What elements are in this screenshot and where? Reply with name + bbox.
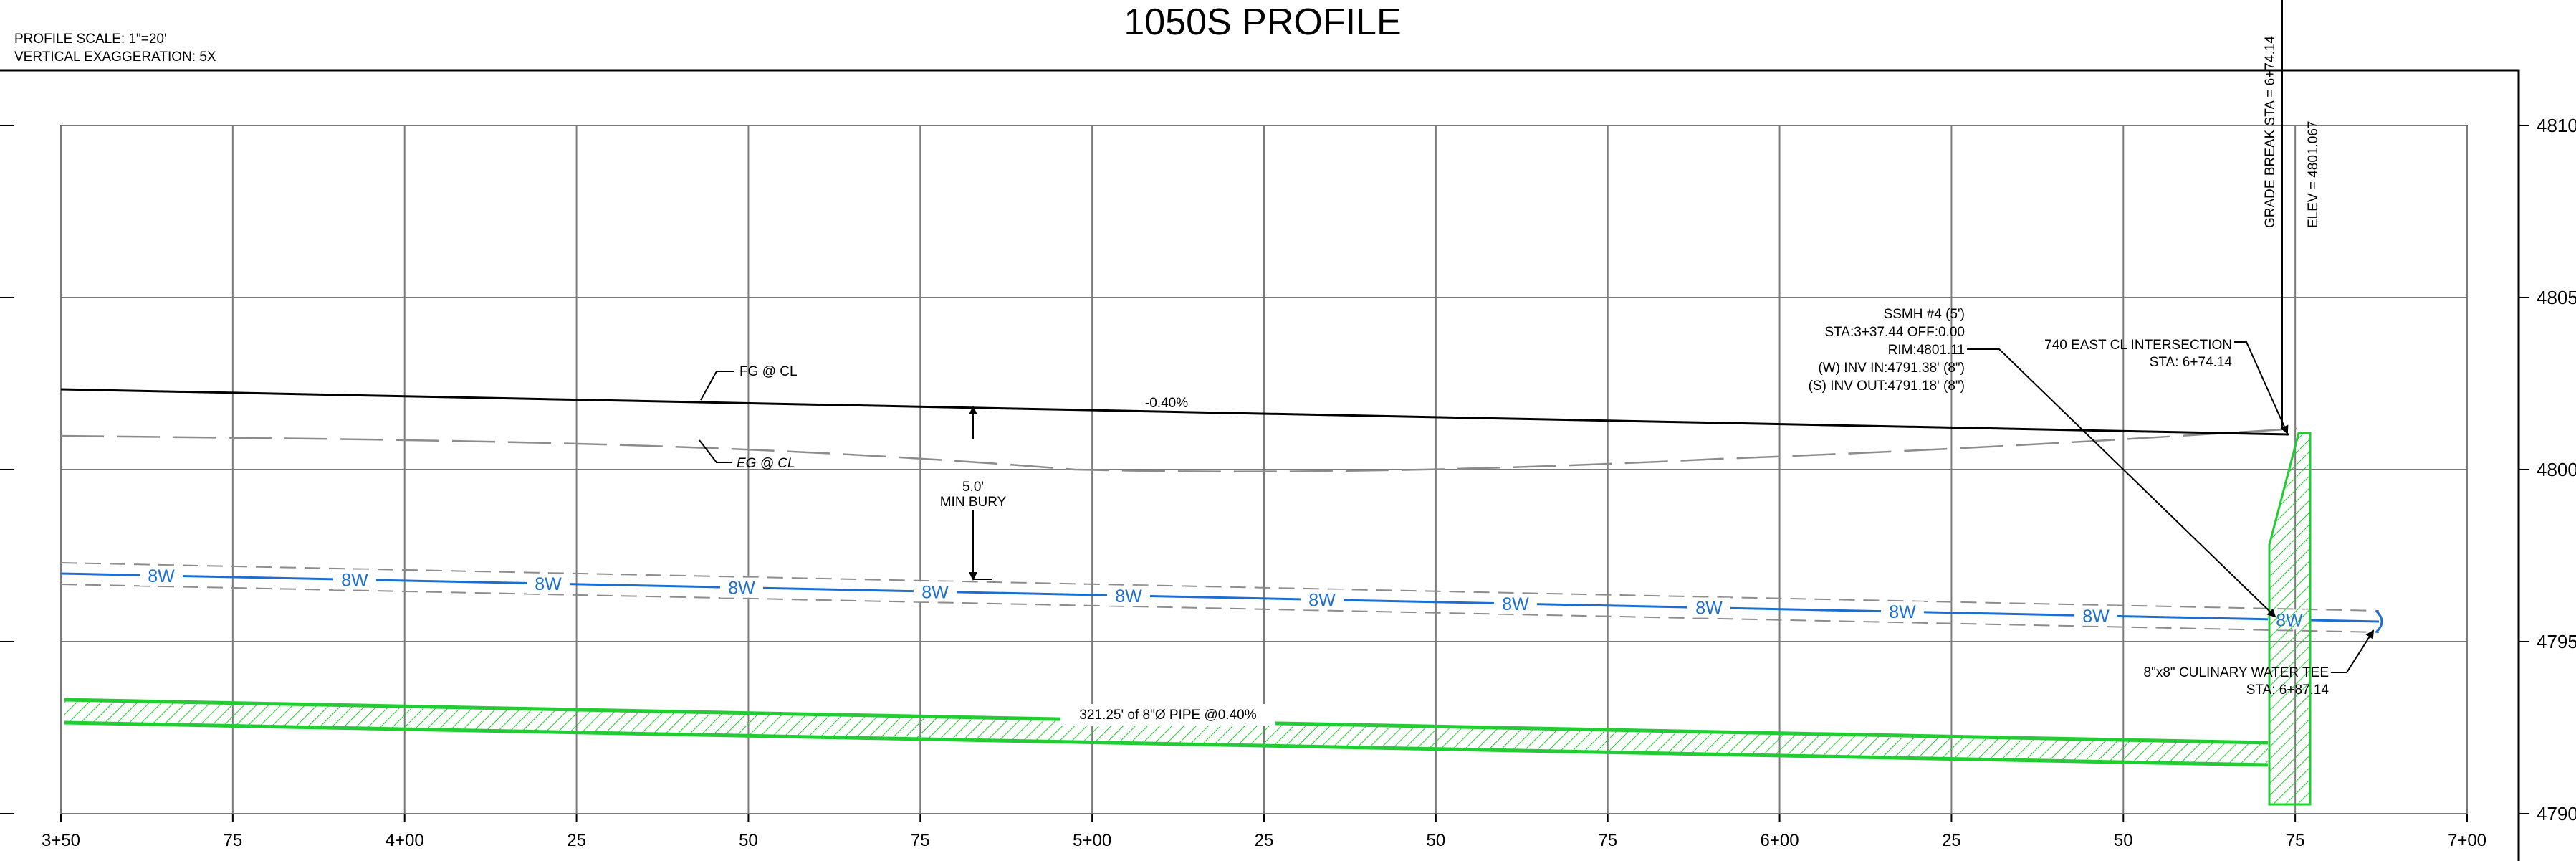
manhole-line-3: RIM:4801.11: [1888, 343, 1965, 358]
station-label: 50: [739, 831, 758, 850]
station-label: 50: [1427, 831, 1446, 850]
elevation-label: 4795: [2537, 631, 2576, 652]
profile-title: 1050S PROFILE: [1124, 1, 1401, 43]
grade-label: -0.40%: [1145, 396, 1188, 411]
elevation-label: 4790: [2537, 803, 2576, 824]
water-tag-mask: [1494, 594, 1537, 614]
intersection-sta-label: STA: 6+74.14: [2150, 355, 2233, 370]
station-label: 7+00: [2448, 831, 2486, 850]
water-tag: 8W: [1308, 590, 1336, 610]
water-line-end-cap: [2375, 609, 2383, 634]
fg-leader: [700, 371, 734, 401]
water-envelope-bottom: [60, 584, 2380, 633]
water-tag-mask: [140, 565, 183, 586]
water-tag-mask: [1301, 589, 1344, 610]
water-envelope-top: [60, 562, 2380, 612]
station-label: 25: [1255, 831, 1274, 850]
water-tag: 8W: [1889, 602, 1916, 622]
sewer-pipe-bottom: [64, 720, 2269, 767]
pipe-label-mask: [1060, 704, 1275, 726]
station-label: 75: [911, 831, 930, 850]
station-label: 5+00: [1073, 831, 1111, 850]
water-tag-mask: [2074, 605, 2117, 626]
water-tag-mask: [1881, 601, 1924, 622]
elevation-label: 4810: [2537, 115, 2576, 136]
eg-label: EG @ CL: [737, 456, 795, 471]
station-label: 4+00: [386, 831, 424, 850]
axis-ticks: [0, 125, 2529, 822]
water-tag: 8W: [341, 570, 368, 590]
vertical-exaggeration-label: VERTICAL EXAGGERATION: 5X: [14, 49, 216, 65]
grade-break-label: GRADE BREAK STA = 6+74.14: [2263, 36, 2278, 228]
water-tag: 8W: [921, 582, 949, 602]
water-tag-mask: [720, 577, 763, 598]
tee-sta-label: STA: 6+87.14: [2246, 682, 2330, 698]
station-axis: 3+50 75 4+00 25 50 75 5+00 25 50 75 6+00 25 50 75 7+00: [42, 831, 2486, 850]
station-label: 75: [1598, 831, 1617, 850]
water-tag: 8W: [1115, 586, 1142, 606]
water-tag-mask: [1687, 597, 1730, 618]
tee-leader: [2331, 629, 2375, 673]
sheet-frame: [0, 69, 2520, 861]
manhole-callout: SSMH #4 (5') STA:3+37.44 OFF:0.00 RIM:48…: [1809, 307, 1965, 394]
bury-depth-label: 5.0': [962, 480, 984, 495]
manhole-line-1: SSMH #4 (5'): [1884, 307, 1965, 322]
station-label: 50: [2114, 831, 2133, 850]
water-line: [60, 572, 2380, 623]
elevation-label: 4800: [2537, 459, 2576, 480]
grade-break-elev-label: ELEV = 4801.067: [2306, 121, 2321, 229]
elevation-axis: 4810 4805 4800 4795 4790: [2537, 115, 2576, 824]
manhole-structure: [2268, 432, 2312, 806]
manhole-line-4: (W) INV IN:4791.38' (8"): [1818, 361, 1965, 376]
intersection-leader: [2234, 341, 2289, 434]
profile-scale-label: PROFILE SCALE: 1"=20': [14, 32, 167, 47]
intersection-name-label: 740 EAST CL INTERSECTION: [2044, 338, 2232, 353]
water-tag: 8W: [535, 574, 562, 594]
pipe-label: 321.25' of 8"Ø PIPE @0.40%: [1079, 708, 1256, 723]
station-label: 75: [2286, 831, 2305, 850]
finished-grade-line: [60, 388, 2290, 436]
station-label: 75: [224, 831, 243, 850]
water-tag-mask: [914, 581, 957, 602]
eg-leader: [699, 439, 732, 463]
water-tag: 8W: [1502, 594, 1529, 614]
water-tag: 8W: [1695, 599, 1723, 619]
water-tag-mask: [1107, 585, 1150, 606]
fg-label: FG @ CL: [739, 364, 798, 379]
station-label: 25: [1942, 831, 1961, 850]
manhole-line-5: (S) INV OUT:4791.18' (8"): [1809, 379, 1965, 394]
sewer-pipe-hatch: [64, 700, 2268, 765]
elevation-label: 4805: [2537, 287, 2576, 308]
tee-name-label: 8"x8" CULINARY WATER TEE: [2144, 665, 2329, 680]
manhole-leader: [1967, 348, 2276, 618]
min-bury-label: MIN BURY: [940, 495, 1007, 510]
water-tag: 8W: [2082, 606, 2110, 627]
existing-grade-line: [60, 427, 2297, 473]
station-label: 3+50: [42, 831, 80, 850]
station-label: 6+00: [1761, 831, 1799, 850]
water-tag-mask: [527, 574, 570, 594]
water-tag: 8W: [148, 566, 175, 586]
station-label: 25: [567, 831, 586, 850]
manhole-line-2: STA:3+37.44 OFF:0.00: [1824, 325, 1965, 340]
water-tag-mask: [333, 569, 376, 590]
water-tag: 8W: [728, 579, 755, 599]
